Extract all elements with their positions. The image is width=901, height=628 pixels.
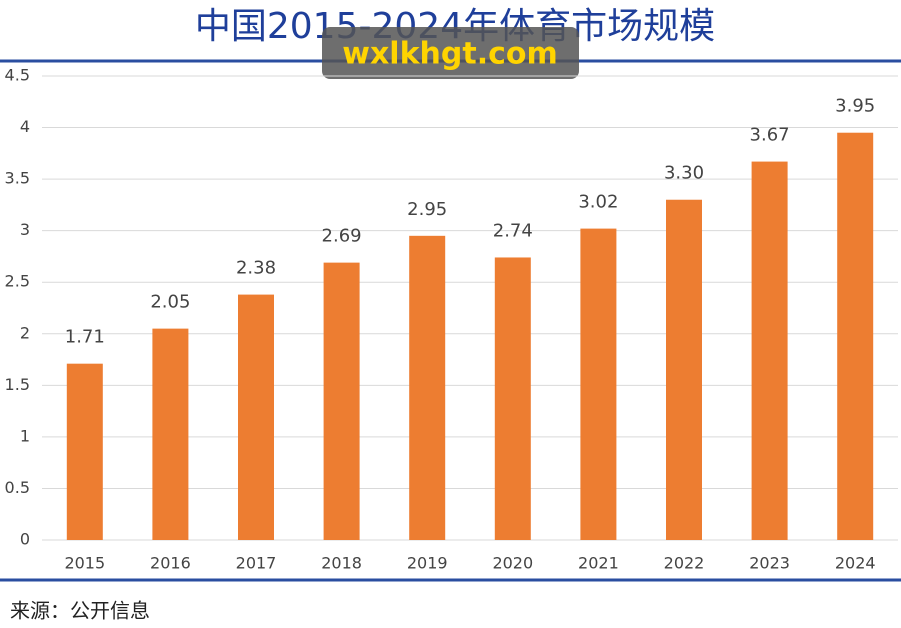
bar xyxy=(751,161,788,541)
x-tick-label: 2024 xyxy=(835,554,876,573)
bar xyxy=(666,199,702,540)
bar xyxy=(66,363,103,540)
y-tick-label: 0 xyxy=(20,530,30,549)
x-tick-label: 2016 xyxy=(150,554,191,573)
x-tick-label: 2023 xyxy=(749,554,790,573)
value-label: 3.95 xyxy=(835,96,875,117)
value-label: 3.67 xyxy=(750,125,790,146)
value-label: 2.74 xyxy=(493,220,533,241)
bar xyxy=(323,262,360,540)
y-tick-label: 3.5 xyxy=(5,169,30,188)
bar xyxy=(837,132,874,540)
x-tick-label: 2017 xyxy=(236,554,277,573)
x-tick-label: 2019 xyxy=(407,554,448,573)
y-tick-label: 0.5 xyxy=(5,478,30,497)
y-tick-label: 1.5 xyxy=(5,375,30,394)
x-tick-label: 2021 xyxy=(578,554,619,573)
watermark: wxlkhgt.com xyxy=(342,37,558,72)
bar xyxy=(238,294,274,540)
x-tick-label: 2020 xyxy=(492,554,533,573)
value-label: 2.38 xyxy=(236,258,276,279)
y-tick-label: 4.5 xyxy=(5,66,30,85)
value-label: 3.02 xyxy=(578,192,618,213)
value-label: 2.69 xyxy=(322,226,362,247)
y-tick-label: 2 xyxy=(20,323,30,342)
y-tick-label: 4 xyxy=(20,117,30,136)
value-label: 1.71 xyxy=(65,327,105,348)
value-label: 3.30 xyxy=(664,163,704,184)
value-label: 2.95 xyxy=(407,199,447,220)
bar xyxy=(580,228,617,541)
y-tick-label: 3 xyxy=(20,220,30,239)
value-label: 2.05 xyxy=(150,292,190,313)
watermark-box xyxy=(322,27,579,79)
bar xyxy=(409,235,446,541)
x-tick-label: 2018 xyxy=(321,554,362,573)
x-tick-label: 2022 xyxy=(664,554,705,573)
bar xyxy=(152,328,189,540)
y-tick-label: 1 xyxy=(20,426,30,445)
x-tick-label: 2015 xyxy=(64,554,105,573)
y-tick-label: 2.5 xyxy=(5,272,30,291)
source-note: 来源：公开信息 xyxy=(10,599,150,623)
bar xyxy=(494,257,531,540)
